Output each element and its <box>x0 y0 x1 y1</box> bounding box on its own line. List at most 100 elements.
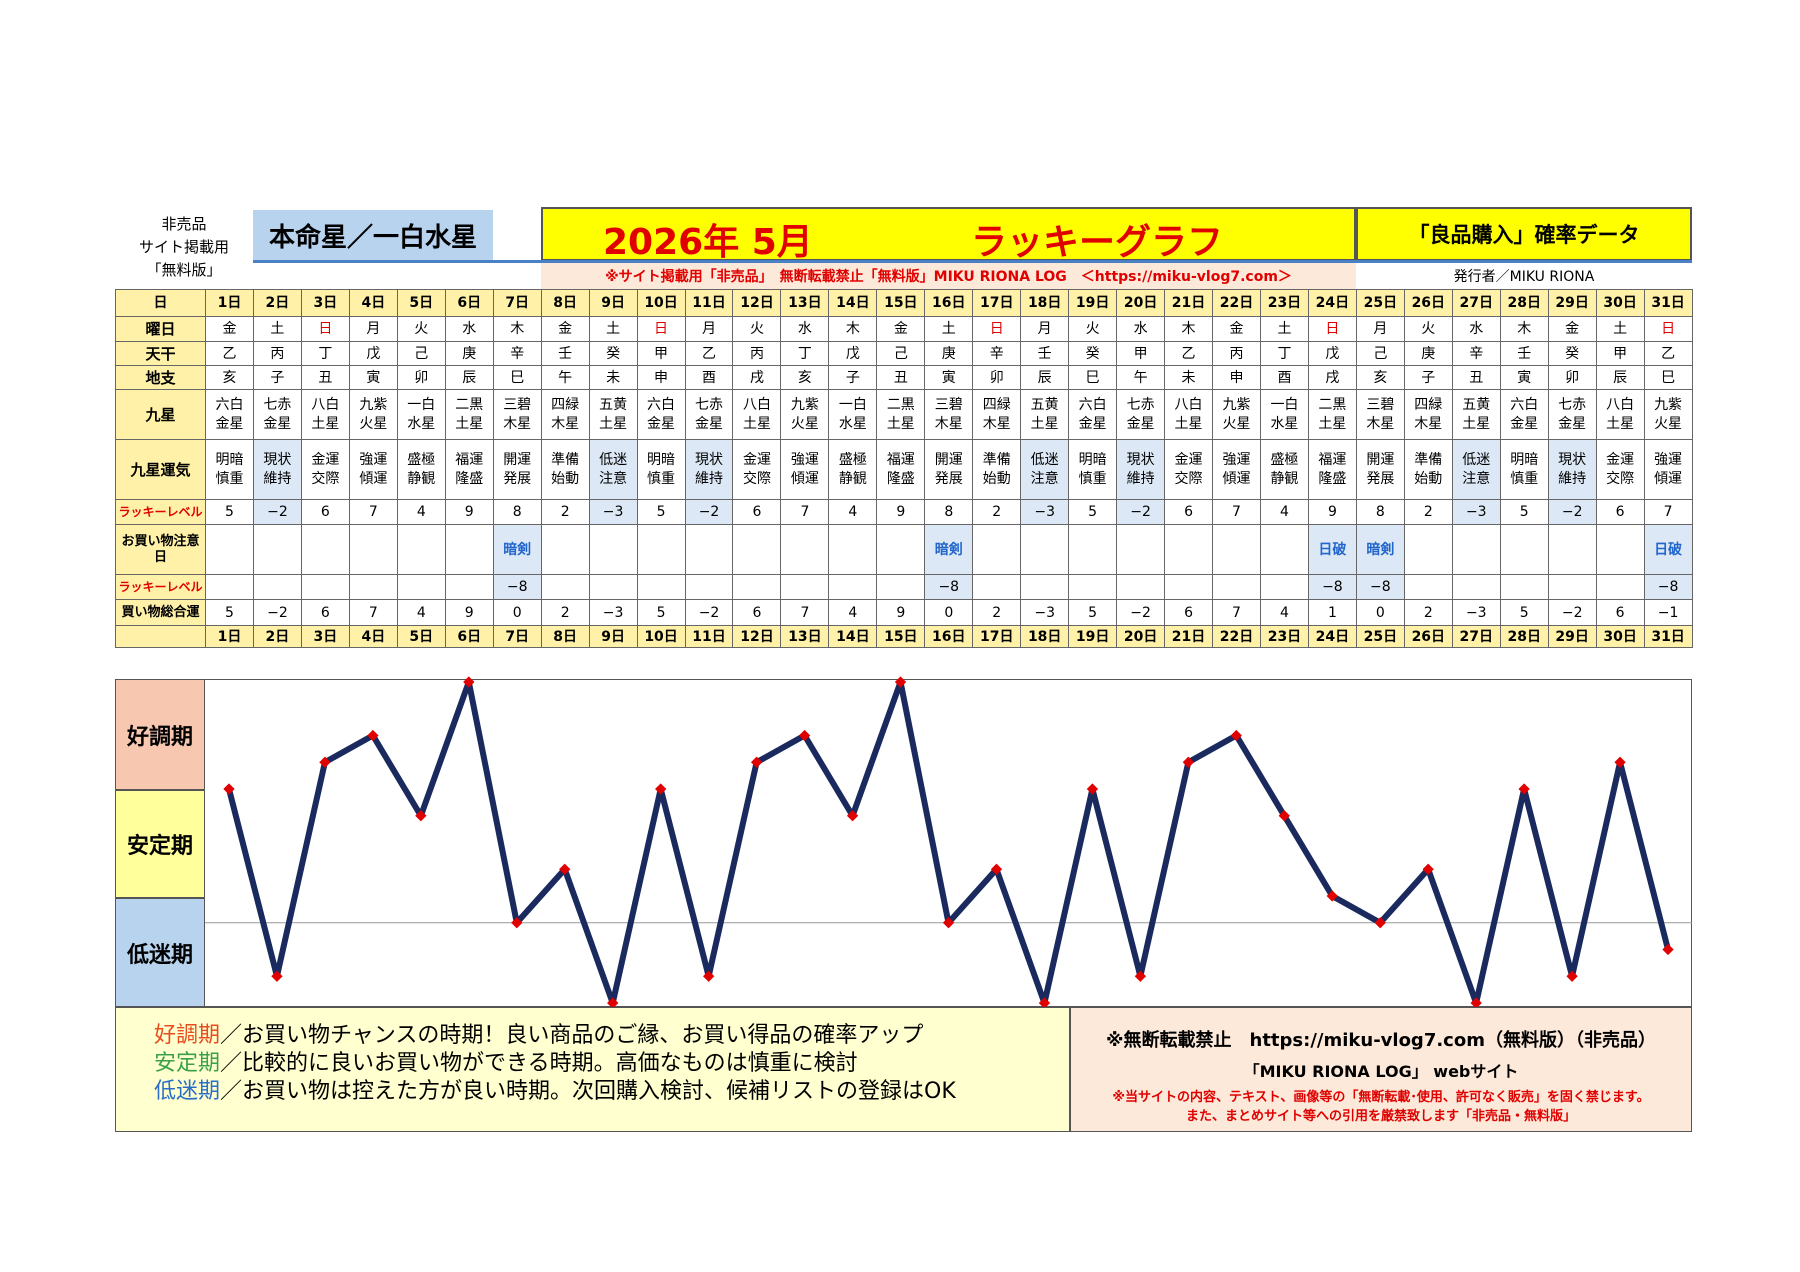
weekday-cell: 木 <box>1164 316 1214 342</box>
unki-cell: 現状 維持 <box>684 439 734 500</box>
total-cell: −2 <box>1547 599 1597 626</box>
edition-line-3: 「無料版」 <box>146 260 222 279</box>
kyusei-cell: 三碧 木星 <box>1355 389 1405 440</box>
lucky-level-cell: 6 <box>1164 499 1214 525</box>
unki-cell: 明暗 慎重 <box>1068 439 1118 500</box>
total-cell: 5 <box>1068 599 1118 626</box>
caution-label: お買い物注意日 <box>115 524 206 575</box>
lucky-level-2-cell <box>396 574 446 600</box>
day-bottom-cell: 31日 <box>1643 625 1693 648</box>
day-cell: 24日 <box>1307 289 1357 317</box>
day-bottom-cell: 3日 <box>300 625 350 648</box>
lucky-level-2-cell <box>1259 574 1309 600</box>
tenkan-cell: 丙 <box>1212 341 1261 366</box>
header-divider <box>253 260 1692 263</box>
day-cell: 27日 <box>1451 289 1501 317</box>
kyusei-cell: 八白 土星 <box>300 389 350 440</box>
honmei-star: 本命星／一白水星 <box>253 210 493 260</box>
lucky-level-2-cell <box>1020 574 1070 600</box>
chishi-cell: 亥 <box>1355 365 1405 390</box>
caution-cell <box>396 524 446 575</box>
day-bottom-cell: 2日 <box>252 625 302 648</box>
weekday-cell: 月 <box>684 316 734 342</box>
caution-cell <box>1020 524 1070 575</box>
unki-cell: 明暗 慎重 <box>1499 439 1549 500</box>
copyright-notice: ※サイト掲載用「非売品」 無断転載禁止「無料版」MIKU RIONA LOG ＜… <box>541 263 1356 289</box>
lucky-level-2-cell <box>588 574 638 600</box>
legend-good: 好調期／お買い物チャンスの時期！良い商品のご縁、お買い得品の確率アップ <box>154 1022 1069 1050</box>
day-cell: 16日 <box>924 289 974 317</box>
kyusei-cell: 二黒 土星 <box>876 389 926 440</box>
chishi-cell: 戌 <box>732 365 782 390</box>
day-cell: 22日 <box>1212 289 1261 317</box>
tenkan-cell: 癸 <box>588 341 638 366</box>
day-cell: 21日 <box>1164 289 1214 317</box>
lucky-level-cell: 5 <box>1499 499 1549 525</box>
chishi-cell: 午 <box>1116 365 1166 390</box>
tenkan-cell: 戊 <box>348 341 398 366</box>
caution-cell <box>1595 524 1645 575</box>
total-cell: 2 <box>972 599 1022 626</box>
info-line-1: ※無断転載禁止 https://miku-vlog7.com（無料版）（非売品） <box>1106 1030 1656 1051</box>
lucky-level-cell: 7 <box>1643 499 1693 525</box>
tenkan-cell: 壬 <box>1020 341 1070 366</box>
total-cell: 5 <box>205 599 254 626</box>
day-cell: 17日 <box>972 289 1022 317</box>
lucky-level-2-cell <box>876 574 926 600</box>
total-cell: −1 <box>1643 599 1693 626</box>
weekday-cell: 土 <box>588 316 638 342</box>
caution-cell: 日破 <box>1643 524 1693 575</box>
kyusei-cell: 一白 水星 <box>396 389 446 440</box>
chishi-cell: 戌 <box>1307 365 1357 390</box>
lucky-level-cell: 7 <box>780 499 830 525</box>
unki-cell: 低迷 注意 <box>1020 439 1070 500</box>
lucky-level-2-cell <box>828 574 878 600</box>
chishi-cell: 巳 <box>1068 365 1118 390</box>
total-cell: 4 <box>1259 599 1309 626</box>
lucky-level-2-cell <box>780 574 830 600</box>
chishi-cell: 丑 <box>300 365 350 390</box>
day-cell: 20日 <box>1116 289 1166 317</box>
caution-cell <box>540 524 590 575</box>
unki-cell: 準備 始動 <box>1403 439 1453 500</box>
weekday-cell: 木 <box>1499 316 1549 342</box>
legend: 好調期／お買い物チャンスの時期！良い商品のご縁、お買い得品の確率アップ 安定期／… <box>115 1007 1070 1132</box>
chishi-cell: 丑 <box>876 365 926 390</box>
day-cell: 26日 <box>1403 289 1453 317</box>
chishi-cell: 巳 <box>492 365 542 390</box>
lucky-level-cell: 4 <box>828 499 878 525</box>
legend-low: 低迷期／お買い物は控えた方が良い時期。次回購入検討、候補リストの登録はOK <box>154 1078 1069 1106</box>
chishi-cell: 亥 <box>780 365 830 390</box>
unki-cell: 金運 交際 <box>1595 439 1645 500</box>
tenkan-cell: 壬 <box>1499 341 1549 366</box>
day-cell: 3日 <box>300 289 350 317</box>
kyusei-cell: 一白 水星 <box>828 389 878 440</box>
weekday-cell: 月 <box>1020 316 1070 342</box>
tenkan-cell: 乙 <box>1164 341 1214 366</box>
tenkan-cell: 戊 <box>1307 341 1357 366</box>
day-cell: 5日 <box>396 289 446 317</box>
row-caution: お買い物注意日 暗剣 暗剣 日破 暗剣 日破 <box>115 524 1693 575</box>
lucky-level-cell: −3 <box>1451 499 1501 525</box>
edition-label: 非売品 サイト掲載用 「無料版」 <box>115 205 253 289</box>
total-cell: 2 <box>1403 599 1453 626</box>
weekday-cell: 火 <box>1403 316 1453 342</box>
tenkan-cell: 乙 <box>1643 341 1693 366</box>
total-cell: 6 <box>732 599 782 626</box>
tenkan-cell: 己 <box>396 341 446 366</box>
total-cell: 5 <box>1499 599 1549 626</box>
day-cell: 6日 <box>444 289 494 317</box>
day-bottom-cell: 23日 <box>1259 625 1309 648</box>
day-cell: 14日 <box>828 289 878 317</box>
lucky-level-cell: 7 <box>1212 499 1261 525</box>
legend-low-text: ／お買い物は控えた方が良い時期。次回購入検討、候補リストの登録はOK <box>220 1079 956 1104</box>
day-bottom-cell: 30日 <box>1595 625 1645 648</box>
row-lucky-level-2: ラッキーレベル −8 −8 −8 −8 −8 <box>115 574 1693 600</box>
lucky-level-2-cell <box>252 574 302 600</box>
year-month: 2026年 5月 <box>603 222 813 263</box>
unki-cell: 開運 発展 <box>1355 439 1405 500</box>
chishi-label: 地支 <box>115 365 206 390</box>
chishi-cell: 酉 <box>1259 365 1309 390</box>
row-unki: 九星運気 明暗 慎重 現状 維持 金運 交際 強運 傾運 盛極 静観 福運 隆盛 開運 発展 準備 始動 低迷 注意… <box>115 439 1693 500</box>
lucky-level-cell: 2 <box>540 499 590 525</box>
